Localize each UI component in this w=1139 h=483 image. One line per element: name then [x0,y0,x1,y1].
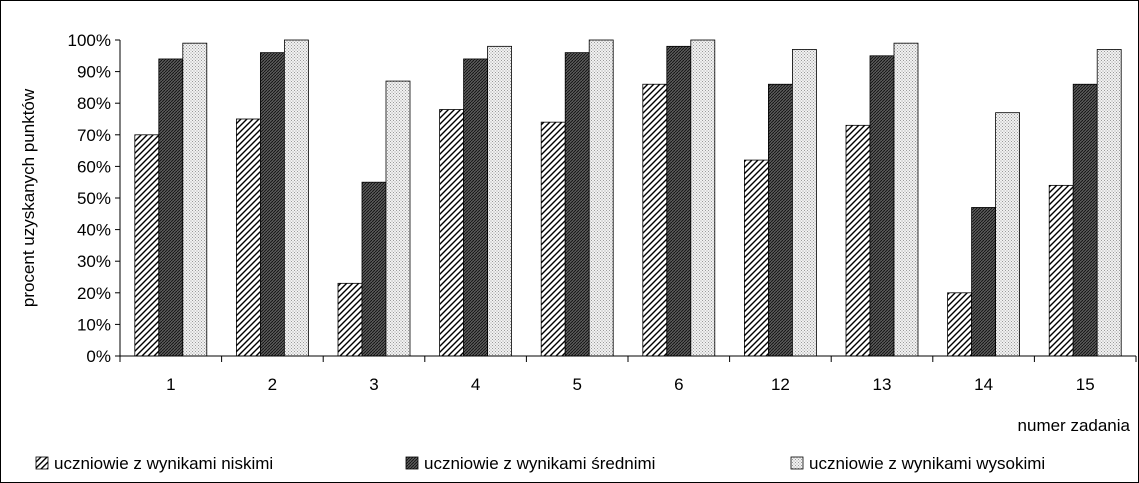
y-tick-label: 80% [77,94,111,113]
bar-low [439,109,465,357]
x-axis-ticks: 1 2 3 4 5 6 12 13 14 15 [119,356,1137,394]
y-axis-label: procent uzyskanych punktów [19,88,38,307]
bar-high [1096,49,1122,357]
y-tick-label: 40% [77,221,111,240]
bar-high [995,112,1020,357]
x-tick-label: 4 [471,375,480,394]
legend-swatch-mid [405,456,419,470]
y-tick-label: 0% [86,347,111,366]
bar-low [744,159,769,357]
bar-mid [463,58,489,357]
bar-low [947,292,972,357]
legend: uczniowie z wynikami niskimi uczniowie z… [35,454,1045,473]
x-tick-label: 1 [166,375,175,394]
y-tick-label: 60% [77,157,111,176]
bar-mid [768,83,793,357]
bar-mid [869,55,895,357]
bar-high [283,39,309,357]
bar-high [792,49,817,357]
bar-high [182,42,208,357]
bar-low [845,124,871,357]
y-tick-label: 100% [68,31,111,50]
bar-low [540,121,566,357]
legend-label-high: uczniowie z wynikami wysokimi [809,454,1045,473]
y-tick-label: 70% [77,126,111,145]
legend-swatch-high [790,456,804,470]
y-tick-label: 90% [77,63,111,82]
x-tick-label: 12 [771,375,790,394]
bar-mid [1072,83,1098,357]
bar-high [588,39,614,357]
x-tick-label: 3 [369,375,378,394]
bar-high [385,80,411,357]
bar-mid [971,207,996,357]
bar-low [1048,184,1074,357]
x-axis-label: numer zadania [1018,416,1131,435]
bar-mid [158,58,184,357]
y-axis-ticks: 0% 10% 20% 30% 40% 50% 60% 70% 80% 90% 100% [68,31,120,366]
x-tick-label: 5 [572,375,581,394]
legend-item-high: uczniowie z wynikami wysokimi [790,454,1045,473]
bar-high [893,42,919,357]
legend-item-low: uczniowie z wynikami niskimi [35,454,273,473]
x-tick-label: 14 [974,375,993,394]
bar-low [337,282,363,357]
bar-low [235,118,261,357]
y-tick-label: 20% [77,284,111,303]
legend-item-mid: uczniowie z wynikami średnimi [405,454,655,473]
x-tick-label: 15 [1076,375,1095,394]
bar-high [690,39,716,357]
bar-low [642,83,668,357]
legend-label-mid: uczniowie z wynikami średnimi [424,454,655,473]
bar-mid [361,181,387,357]
x-tick-label: 2 [268,375,277,394]
bars [134,39,1122,357]
bar-mid [666,45,692,357]
x-tick-label: 6 [674,375,683,394]
x-tick-label: 13 [873,375,892,394]
y-tick-label: 10% [77,315,111,334]
bar-high [487,45,513,357]
legend-swatch-low [35,456,49,470]
bar-mid [259,52,285,357]
y-tick-label: 50% [77,189,111,208]
bar-mid [564,52,590,357]
legend-label-low: uczniowie z wynikami niskimi [54,454,273,473]
y-tick-label: 30% [77,252,111,271]
bar-low [134,134,160,357]
